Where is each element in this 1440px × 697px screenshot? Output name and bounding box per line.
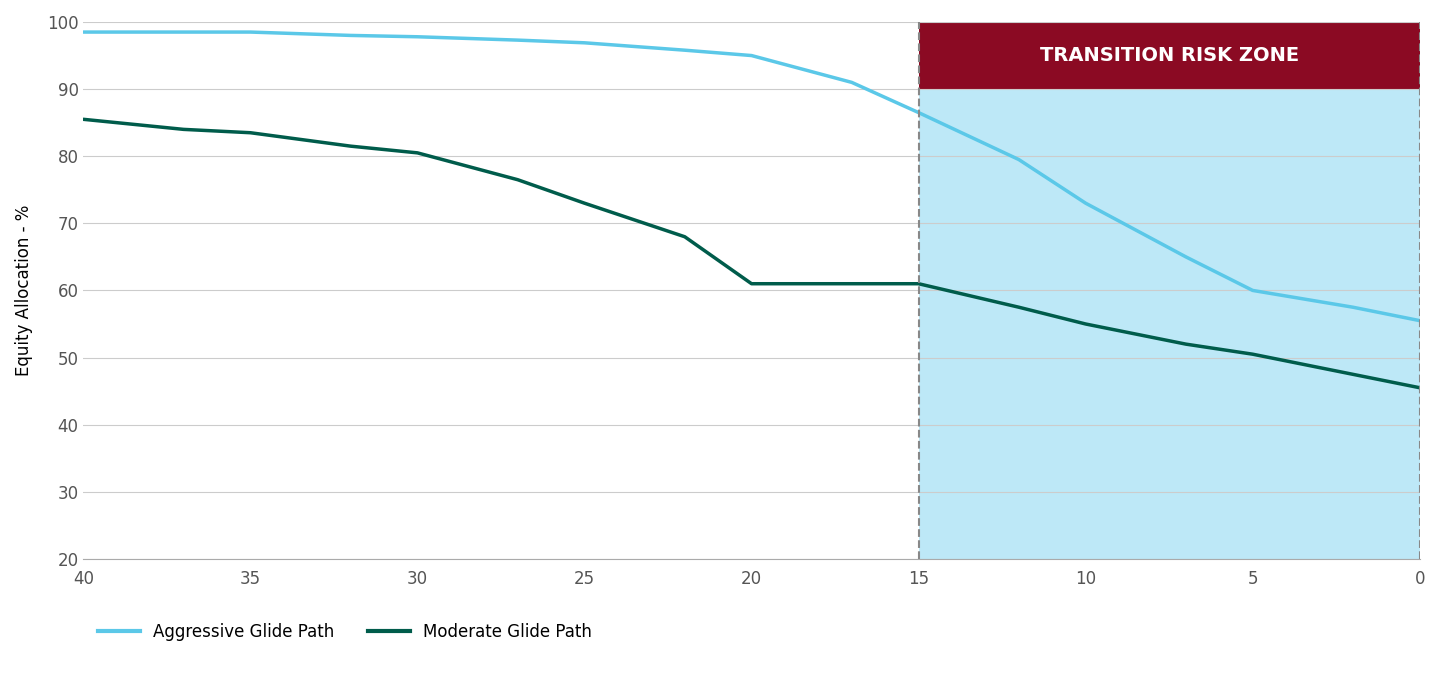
Bar	[919, 22, 1420, 559]
Bar	[919, 22, 1420, 89]
Text: TRANSITION RISK ZONE: TRANSITION RISK ZONE	[1040, 46, 1299, 65]
Legend: Aggressive Glide Path, Moderate Glide Path: Aggressive Glide Path, Moderate Glide Pa…	[92, 616, 599, 648]
Y-axis label: Equity Allocation - %: Equity Allocation - %	[14, 205, 33, 376]
